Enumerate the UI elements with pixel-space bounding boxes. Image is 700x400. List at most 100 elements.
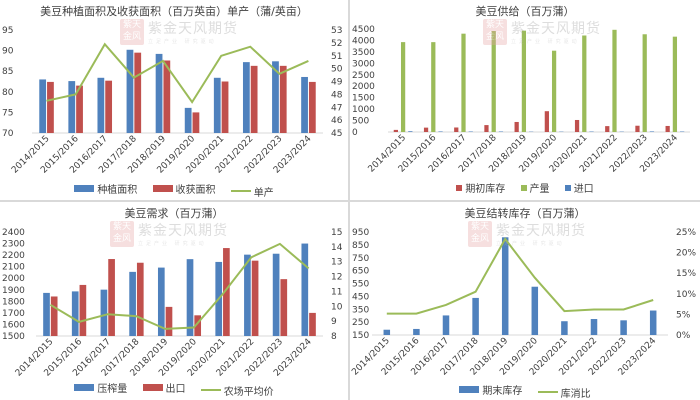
y-tick-label: 1500 <box>352 94 375 104</box>
legend-label: 产量 <box>529 184 550 195</box>
bar <box>308 81 316 133</box>
bar <box>620 320 627 335</box>
y-tick-label: 1800 <box>2 297 25 307</box>
y-tick-label: 90 <box>2 47 14 57</box>
watermark-seal: 紫天金风 <box>110 220 134 247</box>
y-tick-label: 2300 <box>2 240 25 250</box>
legend-label: 收获面积 <box>175 185 216 196</box>
y-tick-label: 650 <box>352 267 369 277</box>
y-tick-label: 750 <box>352 254 369 264</box>
y2-tick-label: 10% <box>676 290 696 300</box>
y2-tick-label: 49 <box>331 78 343 88</box>
y2-tick-label: 45 <box>331 129 342 139</box>
bar <box>301 76 308 133</box>
bar <box>163 60 171 133</box>
y-tick-label: 4500 <box>352 25 375 35</box>
watermark: 紫天金风 紫金天风期货 立足产业 研究驱动 <box>483 18 601 45</box>
bar <box>561 321 568 335</box>
legend-swatch <box>537 391 558 393</box>
bar <box>194 315 202 336</box>
bar <box>442 315 450 335</box>
bar <box>221 81 229 133</box>
bar <box>438 131 443 132</box>
bar <box>129 271 136 336</box>
bar <box>244 254 251 336</box>
legend-item-stocks-to-use: 库消比 <box>537 385 591 400</box>
chart-title: 美豆供给（百万蒲） <box>475 5 575 18</box>
y-tick-label: 95 <box>2 26 13 36</box>
bar <box>250 65 258 133</box>
watermark-brand: 紫金天风期货 <box>511 21 601 37</box>
watermark-brand: 紫金天风期货 <box>496 223 586 239</box>
legend-item-yield: 单产 <box>230 184 274 199</box>
bar <box>105 80 113 133</box>
legend-swatch <box>564 184 571 191</box>
legend-item-imports: 进口 <box>564 180 594 195</box>
bar <box>242 62 250 133</box>
y2-tick-label: 15 <box>331 228 342 238</box>
legend-swatch <box>200 389 221 391</box>
y-tick-label: 350 <box>352 305 369 315</box>
bar <box>491 31 496 133</box>
y-tick-label: 250 <box>352 318 369 328</box>
watermark-tagline: 立足产业 研究驱动 <box>138 241 207 247</box>
bar <box>590 319 598 335</box>
bar <box>301 243 309 336</box>
legend-swatch <box>142 384 163 391</box>
bar <box>408 131 413 132</box>
bar <box>50 296 58 336</box>
legend-swatch <box>520 184 527 191</box>
legend-item-exports: 出口 <box>142 380 186 395</box>
chart-ending-stocks: 150 250 350 450 550 650 750 850 950 0% 5% 10% 15% 20%… <box>350 202 700 400</box>
legend-item-ending-stocks: 期末库存 <box>459 382 522 397</box>
legend-label: 库消比 <box>560 388 591 400</box>
y-tick-label: 1000 <box>352 105 375 115</box>
legend-swatch <box>74 384 95 391</box>
bar <box>136 262 144 336</box>
bar <box>68 81 76 133</box>
watermark-brand: 紫金天风期货 <box>138 223 228 239</box>
chart-acreage-yield-plot: 7075808590954546474849505152532014/20152… <box>2 26 343 176</box>
bar <box>97 77 105 133</box>
bar <box>649 131 655 132</box>
y2-tick-label: 48 <box>331 90 343 100</box>
y-tick-label: 2000 <box>352 82 375 92</box>
y2-tick-label: 52 <box>331 39 342 49</box>
legend-swatch <box>152 185 173 192</box>
chart-ending-stocks-plot: 150 250 350 450 550 650 750 850 950 0% 5% 10% 15% 20%… <box>350 228 696 378</box>
watermark-tagline: 立足产业 研究驱动 <box>496 241 565 247</box>
watermark-tagline: 立足产业 研究驱动 <box>511 39 580 45</box>
legend-item-beginning-stocks: 期初库存 <box>456 180 505 195</box>
chart-title: 美豆结转库存（百万蒲） <box>464 207 586 220</box>
legend-label: 进口 <box>573 184 594 195</box>
legend-label: 种植面积 <box>97 185 138 196</box>
y2-tick-label: 14 <box>331 243 343 253</box>
bar <box>468 131 473 132</box>
legend-label: 压榨量 <box>97 384 128 395</box>
bar <box>642 34 647 132</box>
bar <box>223 248 230 336</box>
bar <box>251 260 259 336</box>
legend-swatch <box>459 386 480 393</box>
bar <box>272 61 279 134</box>
y-tick-label: 450 <box>352 292 369 302</box>
bar <box>400 42 406 132</box>
y2-tick-label: 11 <box>331 287 342 297</box>
y-tick-label: 80 <box>2 88 14 98</box>
y-tick-label: 2400 <box>2 228 25 238</box>
bar <box>39 79 47 133</box>
bar <box>544 111 549 132</box>
bar <box>454 127 459 132</box>
y2-tick-label: 12 <box>331 273 342 283</box>
bar <box>280 279 288 336</box>
legend-item-planted-area: 种植面积 <box>74 181 137 196</box>
y-tick-label: 4000 <box>352 36 375 46</box>
bar <box>100 289 108 336</box>
legend-swatch <box>230 190 251 192</box>
y-tick-label: 1700 <box>2 309 25 319</box>
chart-legend: 期末库存 库消比 <box>350 382 700 400</box>
bar <box>521 30 527 132</box>
y-tick-label: 3500 <box>352 48 375 58</box>
y-tick-label: 2500 <box>352 71 375 81</box>
bar <box>213 77 221 133</box>
